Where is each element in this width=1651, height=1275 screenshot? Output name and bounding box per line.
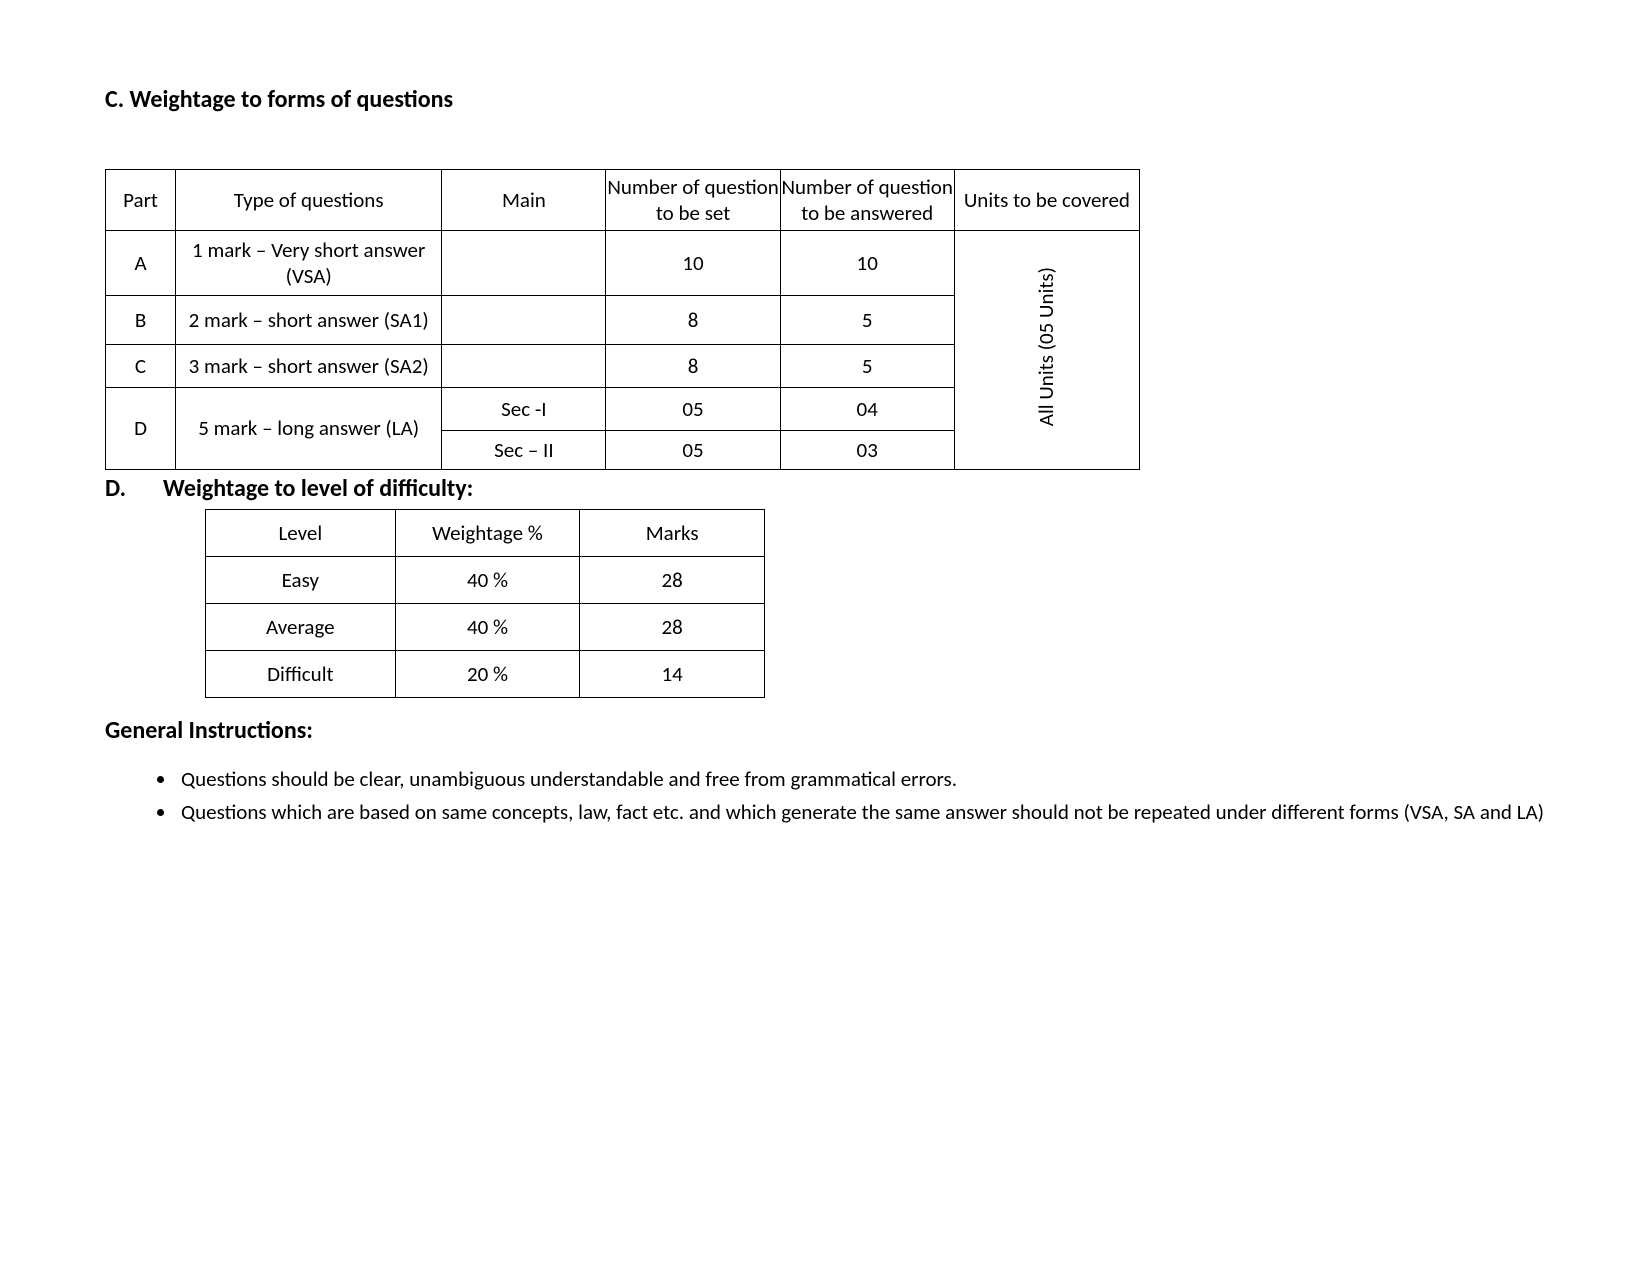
section-d-title: Weightage to level of difficulty:	[163, 474, 473, 503]
cell-set: 8	[606, 345, 780, 388]
cell-answered: 10	[780, 231, 954, 296]
table-row: Easy 40 % 28	[206, 557, 765, 604]
cell-type: 3 mark – short answer (SA2)	[176, 345, 442, 388]
cell-answered: 04	[780, 388, 954, 431]
cell-part: C	[106, 345, 176, 388]
general-instructions-heading: General Instructions:	[105, 716, 1551, 745]
header-main: Main	[442, 170, 606, 231]
cell-set: 8	[606, 296, 780, 345]
cell-set: 10	[606, 231, 780, 296]
cell-main	[442, 345, 606, 388]
questions-weightage-table: Part Type of questions Main Number of qu…	[105, 169, 1140, 470]
units-vertical-text: All Units (05 Units)	[1033, 259, 1060, 434]
cell-units-span: All Units (05 Units)	[954, 231, 1139, 470]
cell-weightage: 20 %	[395, 651, 580, 698]
cell-type: 5 mark – long answer (LA)	[176, 388, 442, 470]
cell-set: 05	[606, 431, 780, 470]
header-level: Level	[206, 510, 396, 557]
table-header-row: Part Type of questions Main Number of qu…	[106, 170, 1140, 231]
cell-marks: 28	[580, 557, 765, 604]
cell-type: 2 mark – short answer (SA1)	[176, 296, 442, 345]
table-row: Average 40 % 28	[206, 604, 765, 651]
cell-answered: 5	[780, 345, 954, 388]
cell-main	[442, 296, 606, 345]
section-c-heading: C. Weightage to forms of questions	[105, 85, 1551, 114]
header-marks: Marks	[580, 510, 765, 557]
cell-marks: 28	[580, 604, 765, 651]
header-weightage: Weightage %	[395, 510, 580, 557]
cell-weightage: 40 %	[395, 604, 580, 651]
table-row: Difficult 20 % 14	[206, 651, 765, 698]
cell-main: Sec -I	[442, 388, 606, 431]
cell-set: 05	[606, 388, 780, 431]
table-header-row: Level Weightage % Marks	[206, 510, 765, 557]
cell-main: Sec – II	[442, 431, 606, 470]
header-type: Type of questions	[176, 170, 442, 231]
cell-answered: 5	[780, 296, 954, 345]
header-answered: Number of question to be answered	[780, 170, 954, 231]
instruction-item: Questions should be clear, unambiguous u…	[177, 763, 1551, 796]
difficulty-weightage-table: Level Weightage % Marks Easy 40 % 28 Ave…	[205, 509, 765, 698]
general-instructions-list: Questions should be clear, unambiguous u…	[105, 763, 1551, 828]
document-page: C. Weightage to forms of questions Part …	[0, 0, 1651, 1275]
section-d-letter: D.	[105, 474, 163, 503]
cell-part: D	[106, 388, 176, 470]
cell-part: B	[106, 296, 176, 345]
header-part: Part	[106, 170, 176, 231]
cell-answered: 03	[780, 431, 954, 470]
cell-main	[442, 231, 606, 296]
cell-part: A	[106, 231, 176, 296]
instruction-item: Questions which are based on same concep…	[177, 796, 1551, 829]
cell-level: Average	[206, 604, 396, 651]
cell-type: 1 mark – Very short answer (VSA)	[176, 231, 442, 296]
header-units: Units to be covered	[954, 170, 1139, 231]
cell-level: Easy	[206, 557, 396, 604]
cell-marks: 14	[580, 651, 765, 698]
section-d-heading: D.Weightage to level of difficulty:	[105, 474, 1551, 503]
table-row: A 1 mark – Very short answer (VSA) 10 10…	[106, 231, 1140, 296]
cell-weightage: 40 %	[395, 557, 580, 604]
cell-level: Difficult	[206, 651, 396, 698]
header-set: Number of question to be set	[606, 170, 780, 231]
